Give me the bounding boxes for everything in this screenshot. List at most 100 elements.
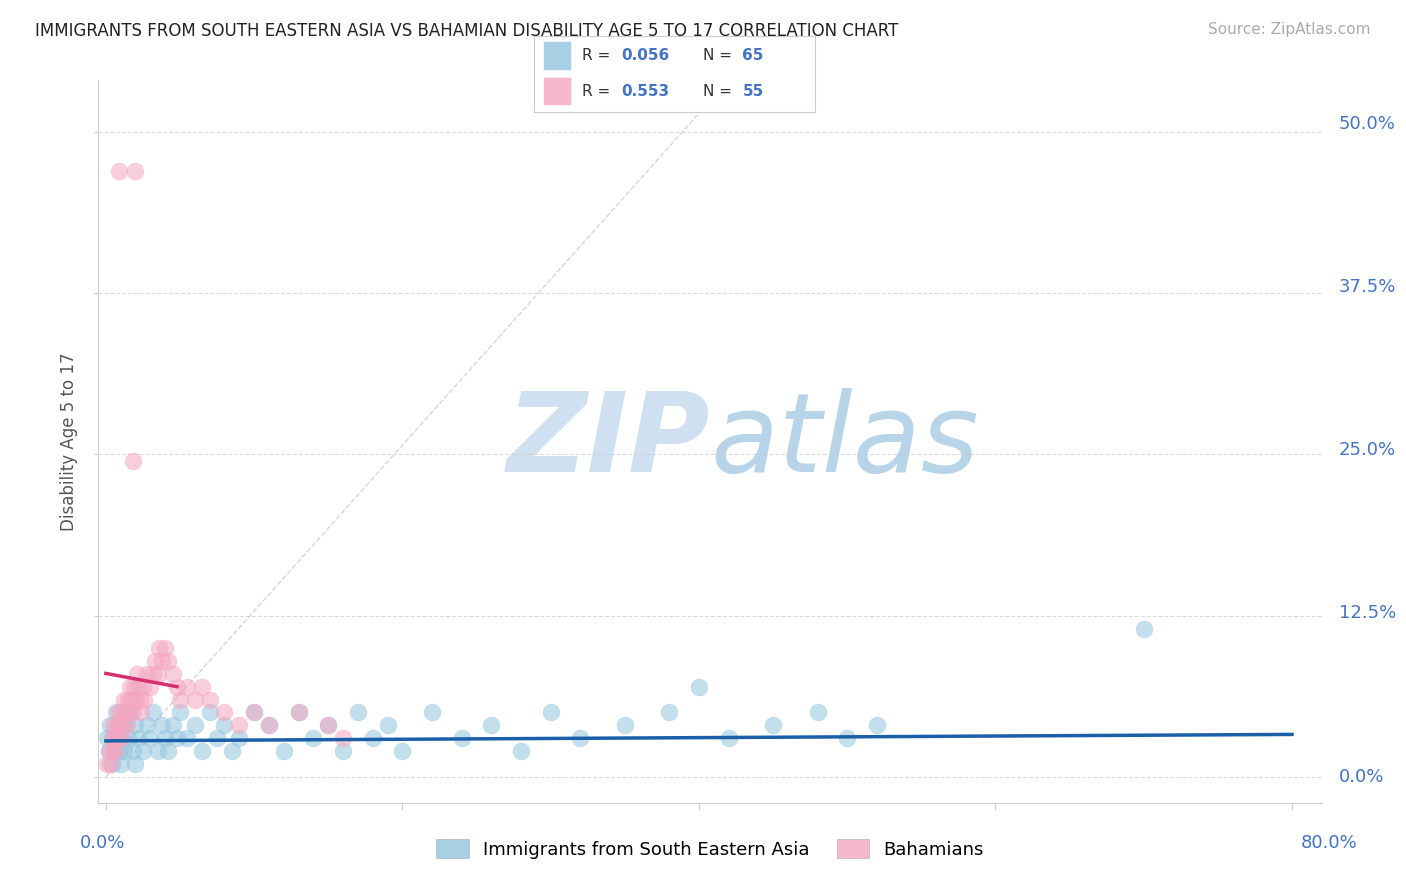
Point — [103, 718, 125, 732]
Point — [110, 706, 132, 720]
Text: N =: N = — [703, 48, 737, 63]
Point — [104, 744, 127, 758]
Point — [162, 666, 184, 681]
Point — [150, 654, 173, 668]
Point — [717, 731, 740, 746]
Point — [127, 680, 149, 694]
Point — [129, 692, 152, 706]
Point — [122, 680, 145, 694]
Point — [100, 731, 122, 746]
Point — [169, 692, 191, 706]
Text: ZIP: ZIP — [506, 388, 710, 495]
Point — [332, 744, 354, 758]
Point — [98, 718, 121, 732]
Bar — [543, 77, 571, 105]
Point — [103, 744, 125, 758]
Point — [117, 706, 139, 720]
Point — [120, 692, 142, 706]
Point — [569, 731, 592, 746]
Point — [361, 731, 384, 746]
Point — [420, 706, 443, 720]
Point — [228, 718, 250, 732]
Point — [287, 706, 309, 720]
Text: 25.0%: 25.0% — [1339, 442, 1396, 459]
Point — [132, 744, 155, 758]
Text: 65: 65 — [742, 48, 763, 63]
Point — [302, 731, 325, 746]
Text: 80.0%: 80.0% — [1301, 834, 1357, 852]
Text: 0.0%: 0.0% — [80, 834, 125, 852]
Text: Source: ZipAtlas.com: Source: ZipAtlas.com — [1208, 22, 1371, 37]
Point — [136, 666, 159, 681]
Point — [450, 731, 472, 746]
Point — [176, 680, 198, 694]
Text: 0.553: 0.553 — [621, 84, 669, 98]
Point — [134, 692, 156, 706]
Point — [806, 706, 828, 720]
Point — [479, 718, 502, 732]
Point — [131, 706, 153, 720]
Point — [184, 692, 207, 706]
Point — [169, 706, 191, 720]
Point — [108, 744, 131, 758]
Point — [108, 163, 131, 178]
Point — [110, 718, 132, 732]
Point — [112, 692, 135, 706]
Legend: Immigrants from South Eastern Asia, Bahamians: Immigrants from South Eastern Asia, Baha… — [429, 832, 991, 866]
Point — [118, 706, 141, 720]
Point — [96, 731, 118, 746]
Point — [613, 718, 636, 732]
Point — [257, 718, 280, 732]
Point — [166, 680, 188, 694]
Point — [391, 744, 413, 758]
Point — [124, 692, 146, 706]
Point — [688, 680, 710, 694]
Point — [132, 680, 155, 694]
Point — [273, 744, 295, 758]
Point — [166, 731, 188, 746]
Point — [377, 718, 399, 732]
Point — [105, 706, 128, 720]
Point — [110, 757, 132, 772]
Point — [139, 731, 162, 746]
Point — [198, 692, 221, 706]
Point — [191, 680, 214, 694]
Point — [110, 731, 132, 746]
Text: 55: 55 — [742, 84, 763, 98]
Point — [105, 718, 128, 732]
Point — [214, 718, 236, 732]
Point — [111, 718, 134, 732]
Point — [114, 706, 136, 720]
Point — [118, 680, 141, 694]
Point — [127, 731, 149, 746]
Point — [121, 454, 143, 468]
Point — [157, 654, 180, 668]
Point — [243, 706, 266, 720]
Point — [142, 706, 165, 720]
Point — [124, 163, 146, 178]
Point — [104, 731, 127, 746]
Point — [205, 731, 228, 746]
Point — [510, 744, 533, 758]
Point — [762, 718, 785, 732]
Point — [316, 718, 339, 732]
Bar — [543, 41, 571, 70]
Point — [221, 744, 243, 758]
Point — [148, 640, 170, 655]
Text: 37.5%: 37.5% — [1339, 278, 1396, 296]
Text: 50.0%: 50.0% — [1339, 114, 1395, 133]
Point — [150, 718, 173, 732]
Text: 12.5%: 12.5% — [1339, 605, 1396, 623]
Point — [139, 680, 162, 694]
Point — [107, 731, 129, 746]
Point — [143, 654, 166, 668]
Point — [243, 706, 266, 720]
Point — [124, 718, 146, 732]
Text: R =: R = — [582, 84, 616, 98]
Point — [332, 731, 354, 746]
Point — [157, 744, 180, 758]
Point — [191, 744, 214, 758]
Point — [96, 757, 118, 772]
Point — [658, 706, 681, 720]
Point — [110, 731, 132, 746]
